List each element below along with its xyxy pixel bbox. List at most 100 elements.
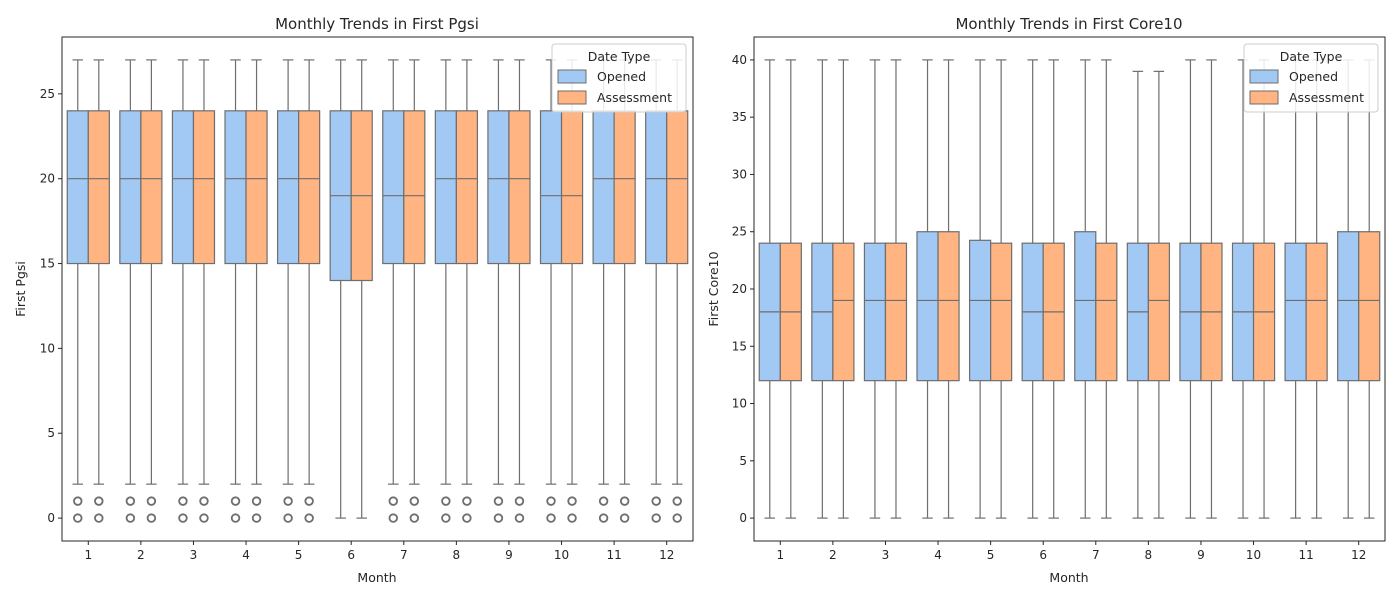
x-tick-label: 9 [505,548,513,562]
x-tick-label: 11 [606,548,621,562]
outlier-point [462,496,472,506]
box-opened-month-5 [276,59,300,523]
outlier-point [598,496,609,506]
box-opened-month-10 [539,59,563,523]
y-axis-label: First Core10 [706,251,721,326]
x-axis-label: Month [1049,570,1088,585]
outlier-point [230,513,241,523]
iqr-box [1074,231,1097,382]
outlier-point [73,496,83,506]
box-opened-month-1 [758,59,781,519]
x-axis-label: Month [357,570,396,585]
outlier-point [251,513,262,523]
box-assessment-month-7 [1095,59,1118,519]
outlier-point [146,513,157,523]
x-tick-label: 12 [1351,548,1366,562]
outlier-point [283,513,293,523]
iqr-box [224,110,247,265]
y-tick-label: 0 [47,511,55,525]
box-assessment-month-1 [87,59,110,523]
y-tick-label: 30 [732,167,747,181]
outlier-point [619,496,630,506]
box-assessment-month-6 [350,59,373,519]
x-tick-label: 10 [1246,548,1261,562]
outlier-point [304,513,314,523]
box-assessment-month-5 [990,59,1013,519]
iqr-box [245,110,268,265]
iqr-box [487,110,510,265]
iqr-box [613,110,636,265]
y-tick-label: 20 [732,282,747,296]
iqr-box [916,231,939,382]
box-opened-month-5 [968,59,992,519]
legend-label-opened: Opened [1289,69,1338,84]
iqr-box [276,110,300,265]
x-tick-label: 6 [1039,548,1047,562]
box-assessment-month-8 [455,59,479,523]
box-assessment-month-4 [245,59,268,523]
outlier-point [388,496,398,506]
box-opened-month-4 [916,59,939,519]
outlier-point [230,496,241,506]
x-tick-label: 3 [190,548,198,562]
outlier-point [514,513,525,523]
box-assessment-month-11 [1305,59,1328,519]
box-assessment-month-3 [192,59,216,523]
outlier-point [199,496,209,506]
box-opened-month-4 [224,59,247,523]
outlier-point [251,496,262,506]
iqr-box [508,110,531,265]
iqr-box [539,110,563,265]
iqr-box [119,110,142,265]
box-opened-month-6 [1021,59,1044,519]
box-opened-month-7 [382,59,405,523]
outlier-point [199,513,209,523]
iqr-box [645,110,668,265]
legend-swatch-assessment [1249,90,1279,105]
box-assessment-month-12 [1358,59,1381,519]
x-tick-label: 4 [934,548,942,562]
legend-title: Date Type [1280,49,1343,64]
x-tick-label: 9 [1197,548,1205,562]
iqr-box [171,110,195,265]
iqr-box [66,110,89,265]
iqr-box [937,231,960,382]
outlier-point [651,496,661,506]
outlier-point [651,513,661,523]
iqr-box [403,110,426,265]
outlier-point [567,496,577,506]
box-opened-month-1 [66,59,89,523]
box-assessment-month-9 [508,59,531,523]
box-assessment-month-12 [666,59,689,523]
box-opened-month-11 [1284,59,1307,519]
legend-swatch-opened [1249,69,1279,84]
x-tick-label: 11 [1298,548,1313,562]
outlier-point [178,496,188,506]
x-tick-label: 8 [453,548,461,562]
box-opened-month-6 [329,59,352,519]
box-opened-month-9 [1179,59,1202,519]
outlier-point [514,496,525,506]
iqr-box [968,239,992,382]
box-opened-month-12 [645,59,668,523]
box-opened-month-9 [487,59,510,523]
iqr-box [192,110,216,265]
legend: Date Type Opened Assessment [1243,43,1379,113]
chart-first-core10: Monthly Trends in First Core10 Month Fir… [706,15,1386,585]
y-tick-label: 25 [40,87,55,101]
legend-label-opened: Opened [597,69,646,84]
box-opened-month-8 [434,59,457,523]
y-tick-label: 5 [47,426,55,440]
y-axis: 0 5 10 15 20 25 [40,87,62,525]
box-assessment-month-10 [560,59,584,523]
y-tick-label: 15 [40,257,55,271]
y-axis: 0 5 10 15 20 25 30 35 40 [732,53,754,525]
y-tick-label: 35 [732,110,747,124]
x-tick-label: 3 [882,548,890,562]
box-opened-month-12 [1337,59,1360,519]
outlier-point [94,496,104,506]
iqr-box [140,110,163,265]
x-tick-label: 7 [1092,548,1100,562]
outlier-point [441,513,451,523]
x-axis: 1 2 3 4 5 6 7 8 9 10 11 12 [776,541,1366,562]
